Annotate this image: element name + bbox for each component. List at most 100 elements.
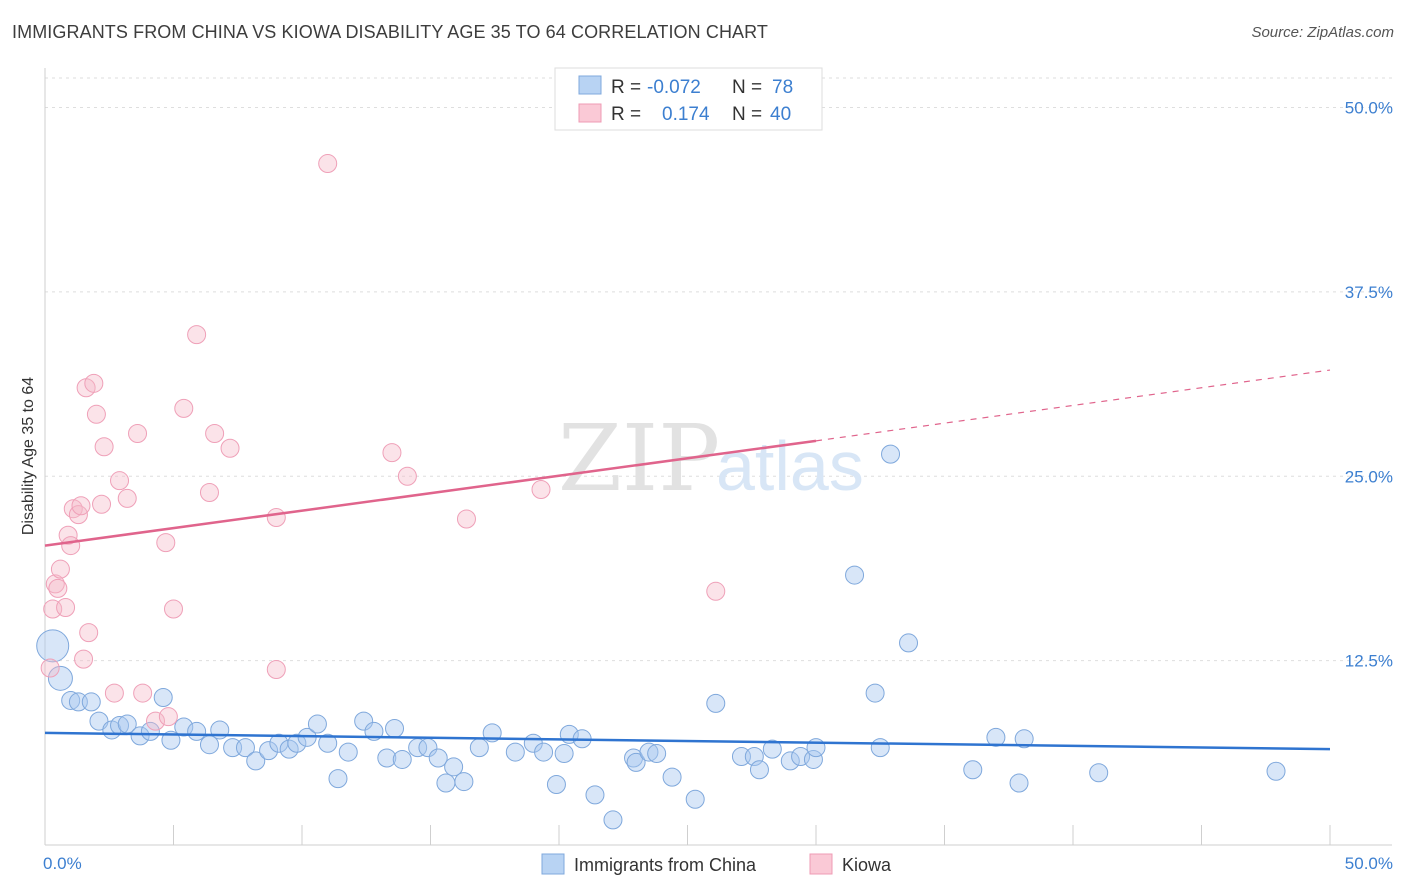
- china-point: [865, 683, 885, 703]
- kiowa-point: [79, 623, 99, 643]
- china-point: [287, 733, 307, 753]
- kiowa-point: [56, 598, 76, 618]
- kiowa-trend-extension: [815, 369, 1331, 442]
- watermark: ZIP atlas: [558, 405, 864, 512]
- kiowa-point: [266, 508, 286, 528]
- series-china-points: [36, 444, 1286, 830]
- china-point: [639, 742, 659, 762]
- kiowa-point: [92, 494, 112, 514]
- kiowa-point: [187, 325, 207, 345]
- china-point: [354, 711, 374, 731]
- china-point: [1089, 763, 1109, 783]
- china-point: [899, 633, 919, 653]
- china-point: [377, 748, 397, 768]
- trend-lines: [44, 369, 1331, 751]
- china-trend-line: [44, 731, 1331, 751]
- china-point: [279, 739, 299, 759]
- kiowa-point: [40, 658, 60, 678]
- kiowa-point: [74, 649, 94, 669]
- kiowa-point: [158, 707, 178, 727]
- china-point: [647, 744, 667, 764]
- china-point: [534, 742, 554, 762]
- kiowa-point: [174, 398, 194, 418]
- china-point: [1266, 761, 1286, 781]
- china-point: [662, 767, 682, 787]
- kiowa-point: [531, 480, 551, 500]
- kiowa-trend-line: [44, 439, 817, 547]
- kiowa-point: [164, 599, 183, 619]
- series-kiowa-points: [40, 154, 726, 731]
- y-tick-labels: 12.5% 25.0% 37.5% 50.0%: [1345, 99, 1393, 671]
- y-axis-title: Disability Age 35 to 64: [20, 377, 37, 535]
- x-tick-label-min: 0.0%: [43, 854, 82, 873]
- bottom-legend-swatch-kiowa: [809, 853, 833, 875]
- china-point: [469, 738, 489, 758]
- kiowa-point: [146, 711, 166, 731]
- china-point: [963, 760, 983, 780]
- legend-swatch-kiowa: [578, 103, 602, 123]
- kiowa-point: [50, 559, 70, 579]
- china-point: [505, 742, 525, 762]
- watermark-zip: ZIP: [558, 405, 720, 512]
- china-point: [685, 789, 705, 809]
- china-point: [626, 752, 646, 772]
- kiowa-point: [397, 466, 417, 486]
- kiowa-point: [133, 683, 153, 703]
- kiowa-point: [220, 438, 240, 458]
- y-tick-label: 37.5%: [1345, 283, 1393, 302]
- china-point: [749, 760, 769, 780]
- bottom-legend-label-kiowa: Kiowa: [842, 855, 892, 875]
- kiowa-point: [266, 659, 286, 679]
- china-point: [845, 565, 865, 585]
- china-point: [392, 749, 412, 769]
- china-point: [803, 749, 823, 769]
- kiowa-point: [706, 581, 726, 601]
- watermark-atlas: atlas: [716, 427, 864, 505]
- china-point: [130, 726, 150, 746]
- china-point: [174, 717, 194, 737]
- china-point: [881, 444, 901, 464]
- china-point: [338, 742, 358, 762]
- china-point: [235, 738, 255, 758]
- bottom-legend-swatch-china: [541, 853, 565, 875]
- china-point: [554, 744, 574, 764]
- china-point: [603, 810, 623, 830]
- china-point: [436, 773, 456, 793]
- kiowa-point: [94, 437, 114, 457]
- china-point: [1009, 773, 1029, 793]
- kiowa-point: [456, 509, 476, 529]
- kiowa-point: [71, 496, 91, 516]
- china-point: [1014, 729, 1034, 749]
- kiowa-point: [128, 423, 148, 443]
- kiowa-point: [156, 533, 176, 553]
- legend-n-value-china: 78: [772, 77, 793, 98]
- china-point: [791, 747, 811, 766]
- kiowa-point: [84, 373, 104, 393]
- china-point: [328, 769, 348, 789]
- china-point: [259, 741, 279, 761]
- y-tick-label: 50.0%: [1345, 99, 1393, 118]
- legend-swatch-china: [578, 75, 602, 95]
- china-point: [454, 772, 474, 792]
- china-point: [546, 775, 566, 795]
- china-point: [385, 718, 405, 738]
- bottom-legend-label-china: Immigrants from China: [574, 855, 757, 875]
- axes: [44, 68, 1392, 846]
- china-point: [36, 629, 70, 663]
- bottom-legend: Immigrants from China Kiowa: [541, 853, 892, 875]
- kiowa-point: [86, 404, 106, 424]
- china-point: [246, 751, 266, 771]
- china-point: [986, 727, 1006, 747]
- kiowa-point: [104, 683, 124, 703]
- legend-n-label-china: N =: [732, 77, 762, 98]
- legend-r-value-china: -0.072: [647, 77, 701, 98]
- kiowa-point: [199, 482, 219, 502]
- china-point: [81, 692, 101, 712]
- legend-n-value-kiowa: 40: [770, 104, 791, 125]
- china-point: [307, 714, 327, 734]
- china-point: [428, 748, 448, 768]
- source-label: Source: ZipAtlas.com: [1251, 24, 1394, 41]
- y-tick-label: 12.5%: [1345, 652, 1393, 671]
- china-point: [762, 739, 782, 759]
